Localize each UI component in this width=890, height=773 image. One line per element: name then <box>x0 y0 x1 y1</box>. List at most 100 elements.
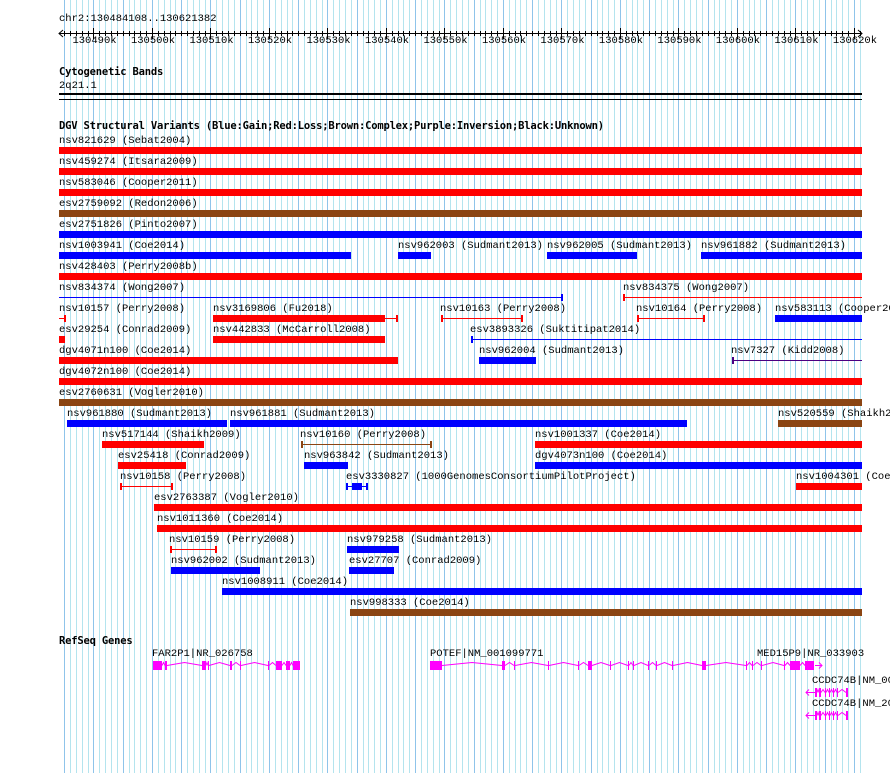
sv-end-tick[interactable] <box>366 483 368 490</box>
sv-end-tick[interactable] <box>521 315 523 322</box>
sv-feature-label[interactable]: nsv962004 (Sudmant2013) <box>479 345 624 357</box>
sv-feature-label[interactable]: esv2760631 (Vogler2010) <box>59 387 204 399</box>
sv-feature-label[interactable]: esv2751826 (Pinto2007) <box>59 219 198 231</box>
sv-line[interactable] <box>120 486 173 487</box>
sv-feature-label[interactable]: nsv1004301 (Coe2014) <box>796 471 890 483</box>
sv-end-tick[interactable] <box>396 315 398 322</box>
dgv-track-title[interactable]: DGV Structural Variants (Blue:Gain;Red:L… <box>59 120 604 132</box>
sv-feature-label[interactable]: nsv583046 (Cooper2011) <box>59 177 198 189</box>
sv-line[interactable] <box>170 549 217 550</box>
sv-feature-label[interactable]: nsv3169806 (Fu2018) <box>213 303 333 315</box>
sv-feature-label[interactable]: nsv979258 (Sudmant2013) <box>347 534 492 546</box>
sv-bar[interactable] <box>59 399 862 406</box>
sv-bar[interactable] <box>775 315 862 322</box>
sv-bar[interactable] <box>213 315 385 322</box>
sv-end-tick[interactable] <box>171 483 173 490</box>
sv-end-tick[interactable] <box>170 546 172 553</box>
gene-label[interactable]: POTEF|NM_001099771 <box>430 648 544 660</box>
sv-feature-label[interactable]: esv2759092 (Redon2006) <box>59 198 198 210</box>
sv-feature-label[interactable]: nsv962002 (Sudmant2013) <box>171 555 316 567</box>
sv-bar[interactable] <box>59 210 862 217</box>
sv-bar[interactable] <box>59 336 65 343</box>
sv-feature-label[interactable]: dgv4073n100 (Coe2014) <box>535 450 668 462</box>
sv-end-tick[interactable] <box>471 336 473 343</box>
sv-feature-label[interactable]: esv25418 (Conrad2009) <box>118 450 251 462</box>
sv-feature-label[interactable]: nsv10164 (Perry2008) <box>636 303 763 315</box>
sv-bar[interactable] <box>118 462 186 469</box>
refseq-track-title[interactable]: RefSeq Genes <box>59 635 133 647</box>
sv-bar[interactable] <box>171 567 260 574</box>
sv-line[interactable] <box>59 297 563 298</box>
sv-feature-label[interactable]: nsv834374 (Wong2007) <box>59 282 186 294</box>
sv-bar[interactable] <box>213 336 385 343</box>
sv-bar[interactable] <box>349 567 394 574</box>
sv-bar[interactable] <box>59 168 862 175</box>
sv-bar[interactable] <box>59 357 398 364</box>
sv-bar[interactable] <box>547 252 637 259</box>
sv-bar[interactable] <box>535 441 862 448</box>
sv-end-tick[interactable] <box>703 315 705 322</box>
sv-feature-label[interactable]: nsv961881 (Sudmant2013) <box>230 408 375 420</box>
gene-label[interactable]: FAR2P1|NR_026758 <box>152 648 253 660</box>
sv-feature-label[interactable]: nsv7327 (Kidd2008) <box>731 345 845 357</box>
sv-line[interactable] <box>471 339 862 340</box>
sv-feature-label[interactable]: nsv961882 (Sudmant2013) <box>701 240 846 252</box>
sv-line[interactable] <box>441 318 523 319</box>
sv-feature-label[interactable]: nsv583113 (Cooper2011) <box>775 303 890 315</box>
sv-feature-label[interactable]: nsv442833 (McCarroll2008) <box>213 324 371 336</box>
sv-feature-label[interactable]: nsv10159 (Perry2008) <box>169 534 296 546</box>
sv-bar[interactable] <box>230 420 687 427</box>
sv-feature-label[interactable]: nsv1003941 (Coe2014) <box>59 240 186 252</box>
sv-end-tick[interactable] <box>346 483 348 490</box>
gene-label[interactable]: MED15P9|NR_033903 <box>757 648 865 660</box>
gene-label[interactable]: CCDC74B|NM_20 <box>812 698 890 710</box>
sv-feature-label[interactable]: nsv520559 (Shaikh2009) <box>778 408 890 420</box>
sv-feature-label[interactable]: esv29254 (Conrad2009) <box>59 324 192 336</box>
sv-feature-label[interactable]: nsv962005 (Sudmant2013) <box>547 240 692 252</box>
cytoband-label[interactable]: 2q21.1 <box>59 80 97 92</box>
sv-feature-label[interactable]: nsv517144 (Shaikh2009) <box>102 429 241 441</box>
sv-bar[interactable] <box>304 462 348 469</box>
sv-bar[interactable] <box>59 189 862 196</box>
sv-line[interactable] <box>301 444 432 445</box>
sv-feature-label[interactable]: nsv998333 (Coe2014) <box>350 597 470 609</box>
sv-feature-label[interactable]: nsv10160 (Perry2008) <box>300 429 427 441</box>
sv-feature-label[interactable]: dgv4071n100 (Coe2014) <box>59 345 192 357</box>
sv-feature-label[interactable]: nsv428403 (Perry2008b) <box>59 261 198 273</box>
gene-label[interactable]: CCDC74B|NM_00 <box>812 675 890 687</box>
sv-bar[interactable] <box>479 357 536 364</box>
sv-feature-label[interactable]: esv3330827 (1000GenomesConsortiumPilotPr… <box>346 471 636 483</box>
sv-bar[interactable] <box>350 609 862 616</box>
sv-bar[interactable] <box>701 252 862 259</box>
sv-feature-label[interactable]: nsv10163 (Perry2008) <box>440 303 567 315</box>
sv-feature-label[interactable]: nsv10157 (Perry2008) <box>59 303 186 315</box>
sv-bar[interactable] <box>59 147 862 154</box>
sv-feature-label[interactable]: dgv4072n100 (Coe2014) <box>59 366 192 378</box>
sv-feature-label[interactable]: esv3893326 (Suktitipat2014) <box>470 324 641 336</box>
sv-bar[interactable] <box>154 504 862 511</box>
sv-end-tick[interactable] <box>561 294 563 301</box>
sv-bar[interactable] <box>59 252 351 259</box>
sv-bar[interactable] <box>398 252 431 259</box>
sv-line[interactable] <box>59 318 66 319</box>
sv-end-tick[interactable] <box>732 357 734 364</box>
sv-end-tick[interactable] <box>215 546 217 553</box>
sv-feature-label[interactable]: nsv821629 (Sebat2004) <box>59 135 192 147</box>
sv-feature-label[interactable]: nsv10158 (Perry2008) <box>120 471 247 483</box>
sv-end-tick[interactable] <box>430 441 432 448</box>
sv-feature-label[interactable]: nsv1008911 (Coe2014) <box>222 576 349 588</box>
sv-end-tick[interactable] <box>441 315 443 322</box>
sv-bar[interactable] <box>796 483 862 490</box>
sv-end-tick[interactable] <box>120 483 122 490</box>
sv-bar[interactable] <box>157 525 862 532</box>
sv-feature-label[interactable]: esv27707 (Conrad2009) <box>349 555 482 567</box>
sv-feature-label[interactable]: nsv963842 (Sudmant2013) <box>304 450 449 462</box>
sv-line[interactable] <box>637 318 705 319</box>
ruler-scale[interactable] <box>0 26 890 52</box>
sv-bar[interactable] <box>352 483 362 490</box>
sv-end-tick[interactable] <box>301 441 303 448</box>
sv-feature-label[interactable]: nsv1011360 (Coe2014) <box>157 513 284 525</box>
sv-bar[interactable] <box>778 420 862 427</box>
sv-bar[interactable] <box>102 441 204 448</box>
sv-feature-label[interactable]: esv2763387 (Vogler2010) <box>154 492 299 504</box>
